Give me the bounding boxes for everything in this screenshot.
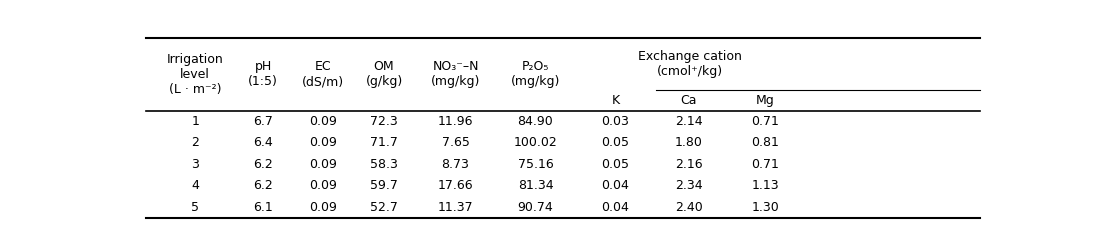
Text: 4: 4 — [191, 179, 199, 192]
Text: Irrigation
level
(L · m⁻²): Irrigation level (L · m⁻²) — [167, 53, 224, 96]
Text: 6.4: 6.4 — [254, 136, 273, 149]
Text: 59.7: 59.7 — [370, 179, 397, 192]
Text: 5: 5 — [191, 200, 199, 213]
Text: K: K — [612, 94, 619, 107]
Text: 58.3: 58.3 — [370, 158, 397, 171]
Text: 17.66: 17.66 — [438, 179, 473, 192]
Text: 0.04: 0.04 — [602, 200, 629, 213]
Text: 52.7: 52.7 — [370, 200, 397, 213]
Text: 100.02: 100.02 — [514, 136, 558, 149]
Text: EC
(dS/m): EC (dS/m) — [302, 60, 344, 88]
Text: Mg: Mg — [755, 94, 774, 107]
Text: 90.74: 90.74 — [517, 200, 553, 213]
Text: 75.16: 75.16 — [517, 158, 553, 171]
Text: 2.16: 2.16 — [675, 158, 703, 171]
Text: 71.7: 71.7 — [370, 136, 397, 149]
Text: 1.30: 1.30 — [751, 200, 780, 213]
Text: 0.04: 0.04 — [602, 179, 629, 192]
Text: 72.3: 72.3 — [370, 115, 397, 128]
Text: 0.09: 0.09 — [309, 179, 337, 192]
Text: 1.13: 1.13 — [751, 179, 780, 192]
Text: 2.14: 2.14 — [675, 115, 703, 128]
Text: Ca: Ca — [681, 94, 697, 107]
Text: 84.90: 84.90 — [517, 115, 553, 128]
Text: pH
(1:5): pH (1:5) — [248, 60, 278, 88]
Text: 0.09: 0.09 — [309, 115, 337, 128]
Text: 0.09: 0.09 — [309, 200, 337, 213]
Text: OM
(g/kg): OM (g/kg) — [366, 60, 403, 88]
Text: 1.80: 1.80 — [675, 136, 703, 149]
Text: 0.71: 0.71 — [751, 115, 780, 128]
Text: 6.2: 6.2 — [254, 179, 273, 192]
Text: 11.96: 11.96 — [438, 115, 473, 128]
Text: NO₃⁻–N
(mg/kg): NO₃⁻–N (mg/kg) — [430, 60, 480, 88]
Text: 2.40: 2.40 — [675, 200, 703, 213]
Text: 0.71: 0.71 — [751, 158, 780, 171]
Text: 6.7: 6.7 — [254, 115, 273, 128]
Text: 0.81: 0.81 — [751, 136, 780, 149]
Text: 0.03: 0.03 — [602, 115, 629, 128]
Text: 81.34: 81.34 — [517, 179, 553, 192]
Text: Exchange cation
(cmol⁺/kg): Exchange cation (cmol⁺/kg) — [638, 50, 742, 78]
Text: 7.65: 7.65 — [441, 136, 470, 149]
Text: 3: 3 — [191, 158, 199, 171]
Text: 0.09: 0.09 — [309, 136, 337, 149]
Text: 6.1: 6.1 — [254, 200, 273, 213]
Text: 2: 2 — [191, 136, 199, 149]
Text: 0.05: 0.05 — [602, 136, 629, 149]
Text: 8.73: 8.73 — [441, 158, 470, 171]
Text: 11.37: 11.37 — [438, 200, 473, 213]
Text: 1: 1 — [191, 115, 199, 128]
Text: 0.05: 0.05 — [602, 158, 629, 171]
Text: 0.09: 0.09 — [309, 158, 337, 171]
Text: P₂O₅
(mg/kg): P₂O₅ (mg/kg) — [511, 60, 560, 88]
Text: 6.2: 6.2 — [254, 158, 273, 171]
Text: 2.34: 2.34 — [675, 179, 703, 192]
